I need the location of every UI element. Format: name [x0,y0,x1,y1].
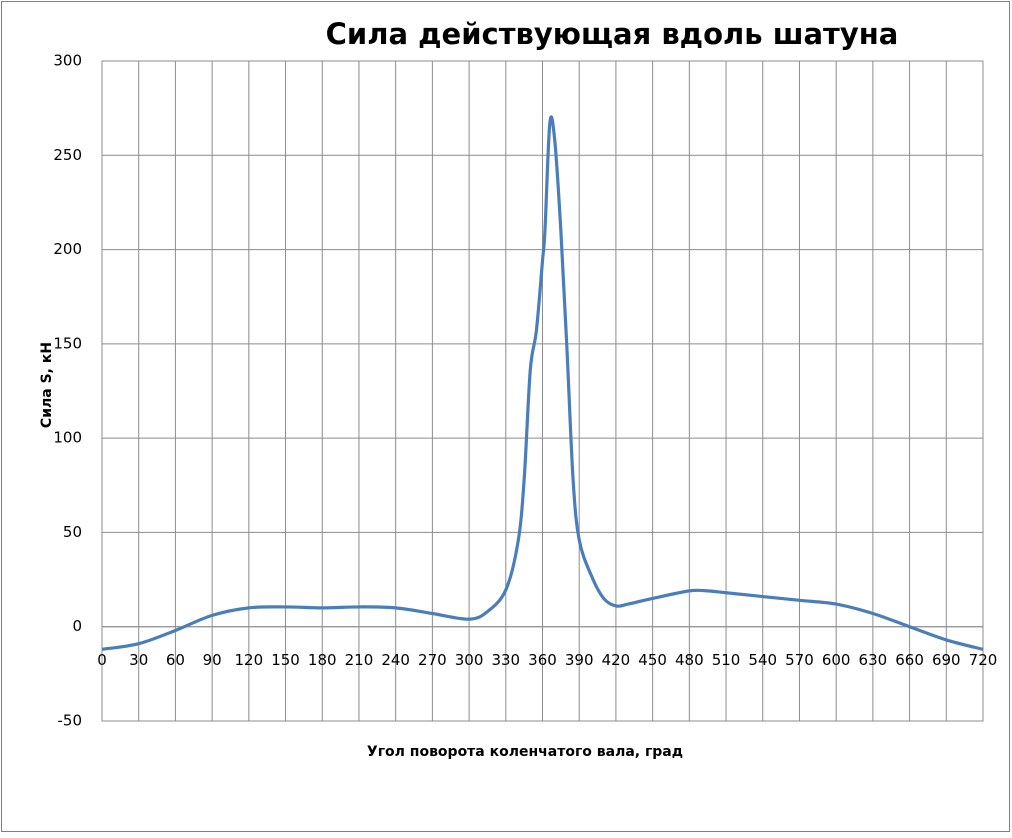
x-axis-title: Угол поворота коленчатого вала, град [367,744,683,760]
chart-title: Сила действующая вдоль шатуна [326,17,899,51]
x-tick-label: 210 [345,651,374,669]
x-tick-label: 360 [528,651,557,669]
x-tick-label: 420 [602,651,631,669]
x-tick-label: 510 [712,651,741,669]
y-tick-label: 200 [53,240,82,258]
y-tick-label: -50 [58,712,83,730]
x-tick-label: 480 [675,651,704,669]
x-tick-label: 30 [129,651,148,669]
y-tick-label: 300 [53,52,82,70]
x-tick-label: 240 [381,651,410,669]
x-tick-label: 660 [895,651,924,669]
x-tick-label: 570 [785,651,814,669]
y-axis-title: Сила S, кН [39,342,55,428]
y-tick-label: 0 [72,617,82,635]
x-tick-label: 390 [565,651,594,669]
x-tick-label: 120 [235,651,264,669]
y-tick-label: 150 [53,334,82,352]
x-tick-label: 180 [308,651,337,669]
x-tick-label: 300 [455,651,484,669]
y-tick-label: 100 [53,429,82,447]
x-tick-label: 600 [822,651,851,669]
x-tick-label: 540 [748,651,777,669]
x-tick-label: 270 [418,651,447,669]
x-tick-label: 450 [638,651,667,669]
data-line [101,115,984,651]
x-tick-label: 690 [932,651,961,669]
x-tick-label: 90 [203,651,222,669]
x-tick-label: 150 [271,651,300,669]
x-tick-label: 0 [97,651,107,669]
y-tick-label: 250 [53,146,82,164]
x-tick-label: 60 [166,651,185,669]
y-tick-label: 50 [63,523,82,541]
x-tick-label: 630 [859,651,888,669]
x-tick-label: 330 [491,651,520,669]
x-tick-label: 720 [969,651,998,669]
